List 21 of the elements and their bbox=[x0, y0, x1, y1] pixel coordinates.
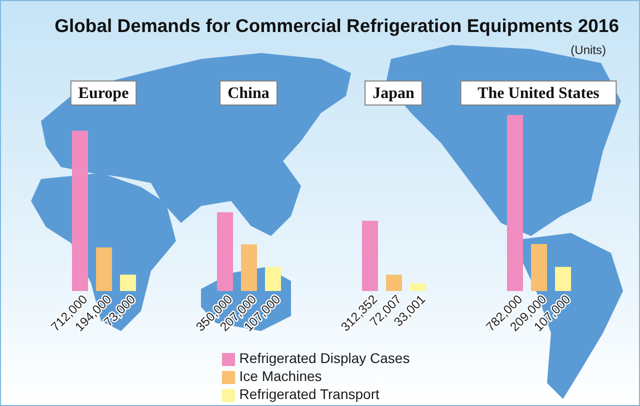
legend-label: Ice Machines bbox=[239, 368, 322, 384]
bar bbox=[96, 247, 112, 291]
legend-label: Refrigerated Display Cases bbox=[239, 350, 410, 366]
legend-label: Refrigerated Transport bbox=[239, 386, 380, 402]
bar bbox=[531, 244, 547, 291]
bar bbox=[386, 274, 402, 291]
bar bbox=[410, 284, 426, 291]
bar bbox=[217, 212, 233, 291]
chart-title: Global Demands for Commercial Refrigeration Equipments 2016 bbox=[54, 15, 619, 37]
bar bbox=[120, 274, 136, 291]
bar bbox=[555, 266, 571, 291]
x-tick-label: Japan bbox=[372, 85, 414, 102]
text: (Units) bbox=[570, 43, 606, 57]
x-tick-label: The United States bbox=[478, 85, 600, 102]
bar bbox=[241, 244, 257, 291]
x-tick-label: Europe bbox=[78, 85, 129, 102]
bar bbox=[362, 220, 378, 291]
bar bbox=[72, 130, 88, 291]
x-tick-label: China bbox=[228, 85, 270, 102]
bar bbox=[265, 266, 281, 291]
bar bbox=[507, 115, 523, 291]
